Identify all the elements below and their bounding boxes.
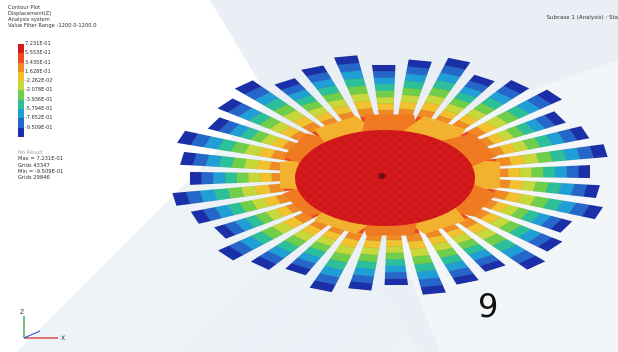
- axis-x-label: X: [61, 335, 65, 342]
- fin: [179, 151, 298, 172]
- scale-tick: -2.078E-01: [25, 87, 53, 94]
- fin: [477, 187, 604, 220]
- min-value: Min = -9.509E-01: [18, 168, 64, 175]
- scale-tick: 5.553E-01: [25, 50, 51, 57]
- fin: [189, 171, 296, 186]
- fin: [300, 65, 361, 128]
- legend-filter: Value Filter Range -1200.0-1200.0: [8, 23, 97, 29]
- scale-tick: -5.794E-01: [25, 106, 53, 113]
- scale-row: -3.936E-01: [18, 96, 78, 110]
- legend-title: Contour Plot: [8, 5, 41, 11]
- scale-tick: 7.231E-01: [25, 41, 51, 47]
- axis-triad[interactable]: Z X: [14, 306, 74, 346]
- legend-system: Analysis system: [8, 17, 50, 23]
- scale-row: -5.794E-01: [18, 106, 78, 119]
- fin: [384, 227, 409, 286]
- fin: [172, 182, 299, 206]
- scale-row: -2.262E-02: [18, 78, 78, 91]
- max-grids: Grids 43347: [18, 162, 50, 169]
- scale-row: 5.553E-01: [18, 50, 78, 63]
- subcase-label: Subcase 1 (Analysis) : Sta: [546, 15, 618, 21]
- no-result-label: No Result: [18, 150, 43, 156]
- scale-tick: -7.652E-01: [25, 115, 53, 122]
- hot-core: [295, 130, 475, 226]
- scale-swatch: [18, 44, 24, 54]
- fin: [428, 74, 495, 131]
- scale-swatch: [18, 62, 24, 72]
- scale-tick: -3.936E-01: [25, 96, 53, 103]
- scale-tick: 1.628E-01: [25, 68, 51, 75]
- scale-swatch: [18, 81, 24, 91]
- scale-row: 7.231E-01: [18, 41, 78, 54]
- fin-group: [172, 55, 608, 295]
- scale-swatch: [18, 53, 24, 63]
- scale-tick: 3.435E-01: [25, 59, 51, 66]
- min-grids: Grids 29846: [18, 175, 50, 182]
- scale-row: 1.628E-01: [18, 68, 78, 82]
- page-number: 9: [478, 287, 499, 325]
- fin: [176, 130, 303, 163]
- scale-swatch: [18, 90, 24, 100]
- contour-legend: Contour Plot Displacement(Z) Analysis sy…: [8, 5, 97, 29]
- scale-row: -2.078E-01: [18, 87, 78, 100]
- scale-swatch: [18, 71, 24, 82]
- max-value: Max = 7.231E-01: [18, 156, 63, 163]
- scale-swatch: [18, 109, 24, 119]
- legend-result-type: Displacement(Z): [8, 11, 52, 17]
- scale-row: -9.509E-01: [18, 124, 78, 137]
- fin: [217, 207, 324, 261]
- scale-swatch: [18, 99, 24, 110]
- scale-swatch: [18, 127, 24, 137]
- color-scale: 7.231E-01 5.553E-01 3.435E-01 1.628E-01 -2.2…: [18, 41, 78, 137]
- scale-tick: -9.509E-01: [25, 124, 53, 131]
- legend-stats: No Result Max = 7.231E-01 Grids 43347 Mi…: [18, 150, 63, 181]
- fin: [207, 117, 310, 154]
- scale-row: -7.652E-01: [18, 115, 78, 128]
- scale-tick: -2.262E-02: [25, 78, 53, 85]
- axis-z-label: Z: [20, 309, 24, 316]
- scale-row: 3.435E-01: [18, 59, 78, 72]
- scale-swatch: [18, 118, 24, 128]
- fin: [484, 164, 591, 179]
- fin: [371, 64, 396, 123]
